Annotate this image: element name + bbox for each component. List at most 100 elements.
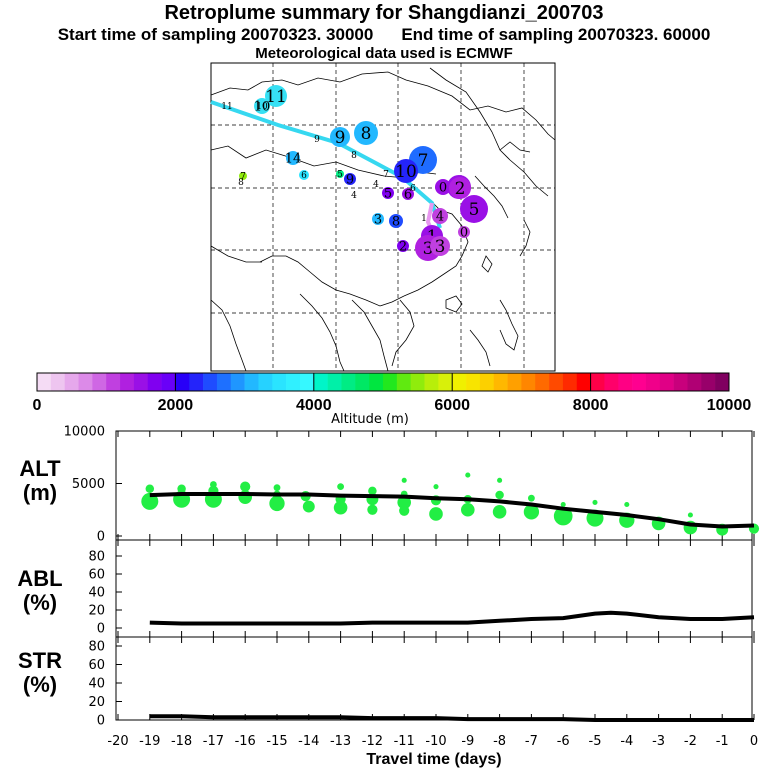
trajectory-point-label: 4 bbox=[436, 210, 444, 225]
altitude-scatter-point bbox=[302, 500, 315, 513]
altitude-scatter-point bbox=[141, 492, 159, 510]
trajectory-point bbox=[299, 170, 309, 180]
x-tick-label: -8 bbox=[493, 734, 506, 749]
x-tick-label: -19 bbox=[139, 734, 160, 749]
x-tick-label: -16 bbox=[235, 734, 256, 749]
altitude-scatter-point bbox=[528, 494, 535, 502]
trajectory-points: 1110111099887101465947847566062538141233… bbox=[221, 85, 488, 261]
y-tick-label: 60 bbox=[88, 568, 105, 583]
x-tick-label: -5 bbox=[589, 734, 602, 749]
colorbar-label: Altitude (m) bbox=[331, 412, 409, 427]
colorbar-swatch bbox=[341, 373, 356, 391]
altitude-scatter-point bbox=[687, 512, 693, 518]
abl-panel-unit: (%) bbox=[23, 590, 57, 615]
trajectory-point bbox=[430, 236, 450, 256]
trajectory-point-label: 8 bbox=[351, 151, 357, 161]
trajectory-point-label: 8 bbox=[361, 124, 372, 144]
colorbar-tick-label: 0 bbox=[33, 397, 42, 414]
mean-trajectory-line bbox=[210, 100, 442, 229]
x-tick-label: -13 bbox=[330, 734, 351, 749]
altitude-mean-line bbox=[149, 492, 755, 529]
y-tick-label: 0 bbox=[97, 714, 105, 729]
altitude-scatter-point bbox=[367, 504, 378, 515]
colorbar-tick-label: 6000 bbox=[434, 397, 470, 414]
trajectory-point bbox=[344, 173, 356, 185]
colorbar-swatch bbox=[549, 373, 564, 391]
colorbar-swatch bbox=[50, 373, 65, 391]
colorbar-tick-label: 8000 bbox=[573, 397, 609, 414]
trajectory-point-label: 8 bbox=[392, 215, 400, 230]
altitude-scatter-point bbox=[553, 506, 573, 526]
trajectory-point bbox=[239, 172, 247, 180]
colorbar-swatch bbox=[272, 373, 287, 391]
colorbar-swatch bbox=[562, 373, 578, 391]
altitude-scatter-point bbox=[492, 505, 507, 519]
abl-line bbox=[149, 610, 755, 626]
trajectory-point bbox=[460, 195, 488, 223]
trajectory-point-label: 2 bbox=[399, 240, 407, 255]
y-tick-label: 5000 bbox=[72, 477, 105, 492]
y-tick-label: 80 bbox=[88, 640, 105, 655]
colorbar-swatch bbox=[507, 373, 522, 391]
alt-panel-unit: (m) bbox=[23, 480, 57, 505]
x-tick-label: -10 bbox=[425, 734, 446, 749]
trajectory-point-label: 1 bbox=[421, 214, 427, 224]
colorbar-swatch bbox=[396, 373, 411, 391]
altitude-scatter-point bbox=[461, 502, 475, 517]
panels-frame bbox=[115, 430, 753, 721]
altitude-colorbar: 0 2000 4000 6000 8000 10000 Altitude (m) bbox=[33, 372, 751, 427]
trajectory-point bbox=[449, 177, 471, 199]
altitude-scatter-point bbox=[401, 477, 407, 483]
colorbar-swatch bbox=[37, 373, 52, 391]
y-tick-label: 60 bbox=[88, 658, 105, 673]
trajectory-point-label: 6 bbox=[404, 188, 412, 203]
y-tick-label: 10000 bbox=[64, 425, 105, 440]
trajectory-point bbox=[372, 213, 384, 225]
trajectory-point-label: 11 bbox=[221, 102, 232, 112]
colorbar-swatch bbox=[604, 373, 619, 391]
colorbar-swatch bbox=[258, 373, 273, 391]
colorbar-swatch bbox=[701, 373, 716, 391]
trajectory-point bbox=[458, 226, 470, 238]
trajectory-point bbox=[397, 240, 409, 252]
trajectory-point-label: 7 bbox=[383, 170, 389, 180]
y-tick-label: 20 bbox=[88, 695, 105, 710]
colorbar-swatch bbox=[313, 373, 328, 391]
trajectory-point-label: 9 bbox=[314, 135, 320, 145]
map-gridlines bbox=[211, 63, 555, 371]
trajectory-point-label: 0 bbox=[460, 226, 468, 241]
x-tick-label: -18 bbox=[171, 734, 192, 749]
x-tick-label: -20 bbox=[107, 734, 128, 749]
colorbar-swatch bbox=[175, 373, 190, 391]
colorbar-swatch bbox=[673, 373, 688, 391]
colorbar-tick-label: 2000 bbox=[158, 397, 194, 414]
trajectory-point bbox=[254, 98, 270, 114]
trajectory-point-label: 5 bbox=[384, 187, 392, 202]
altitude-scatter-point bbox=[523, 504, 540, 520]
colorbar-swatch bbox=[189, 373, 204, 391]
trajectory-point-label: 9 bbox=[335, 128, 346, 148]
y-tick-label: 0 bbox=[97, 530, 105, 545]
x-tick-label: -14 bbox=[298, 734, 319, 749]
altitude-scatter-point bbox=[465, 472, 471, 478]
altitude-scatter-point bbox=[592, 499, 598, 505]
altitude-scatter-point bbox=[560, 501, 566, 508]
colorbar-swatch bbox=[106, 373, 121, 391]
x-tick-label: -17 bbox=[203, 734, 224, 749]
altitude-scatter-point bbox=[177, 484, 186, 493]
colorbar-swatch bbox=[687, 373, 702, 391]
altitude-scatter-point bbox=[497, 477, 503, 483]
trajectory-point-label: 4 bbox=[351, 191, 357, 201]
colorbar-tick-label: 4000 bbox=[296, 397, 332, 414]
sampling-end: End time of sampling 20070323. 60000 bbox=[401, 25, 711, 44]
trajectory-point bbox=[435, 179, 451, 195]
trajectory-point bbox=[382, 187, 394, 199]
colorbar-swatch bbox=[438, 373, 453, 391]
colorbar-swatch bbox=[230, 373, 245, 391]
y-tick-label: 40 bbox=[88, 586, 105, 601]
met-data-note: Meteorological data used is ECMWF bbox=[255, 45, 513, 62]
trajectory-point-label: 11 bbox=[265, 87, 287, 107]
colorbar-swatch bbox=[410, 373, 425, 391]
